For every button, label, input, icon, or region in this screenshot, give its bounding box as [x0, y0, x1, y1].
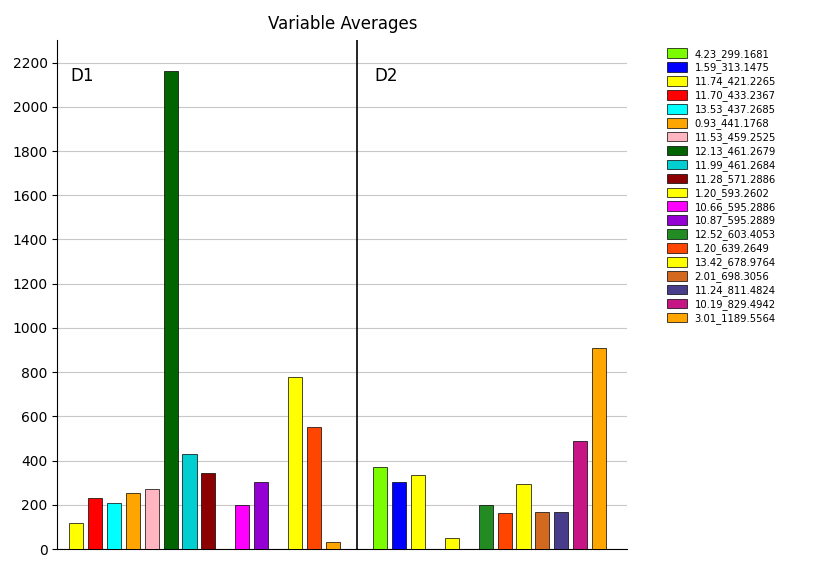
Bar — [478, 505, 492, 549]
Bar — [497, 513, 511, 549]
Bar — [287, 377, 302, 549]
Bar — [69, 523, 84, 549]
Bar — [591, 348, 605, 549]
Bar — [235, 505, 249, 549]
Bar — [516, 484, 530, 549]
Bar — [325, 543, 340, 549]
Text: D1: D1 — [70, 67, 94, 85]
Bar — [182, 454, 197, 549]
Bar — [306, 428, 321, 549]
Bar — [163, 72, 178, 549]
Title: Variable Averages: Variable Averages — [267, 16, 417, 34]
Bar — [410, 475, 424, 549]
Bar — [444, 538, 459, 549]
Bar — [572, 441, 586, 549]
Bar — [88, 498, 102, 549]
Bar — [535, 512, 549, 549]
Bar — [144, 490, 159, 549]
Bar — [391, 481, 405, 549]
Bar — [373, 467, 387, 549]
Bar — [554, 512, 568, 549]
Bar — [254, 481, 268, 549]
Bar — [201, 473, 215, 549]
Bar — [106, 503, 121, 549]
Text: D2: D2 — [374, 67, 397, 85]
Legend: 4.23_299.1681, 1.59_313.1475, 11.74_421.2265, 11.70_433.2367, 13.53_437.2685, 0.: 4.23_299.1681, 1.59_313.1475, 11.74_421.… — [663, 46, 778, 327]
Bar — [125, 492, 140, 549]
